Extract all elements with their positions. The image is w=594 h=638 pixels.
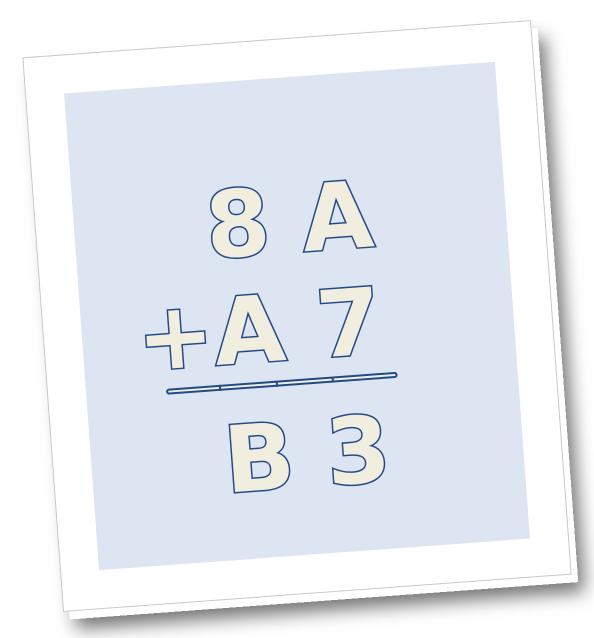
addend-top: 8 A	[202, 161, 377, 280]
paper-card: 8 A +A 7 B 3	[22, 20, 572, 612]
sum-result: B 3	[220, 396, 394, 515]
card-frame: 8 A +A 7 B 3	[22, 20, 572, 612]
math-problem: 8 A +A 7 B 3	[132, 160, 396, 516]
card-panel: 8 A +A 7 B 3	[64, 61, 530, 571]
rule-tick	[218, 384, 222, 391]
rule-tick	[331, 376, 334, 383]
addend-bottom: +A 7	[133, 268, 385, 393]
rule-tick	[275, 380, 279, 387]
